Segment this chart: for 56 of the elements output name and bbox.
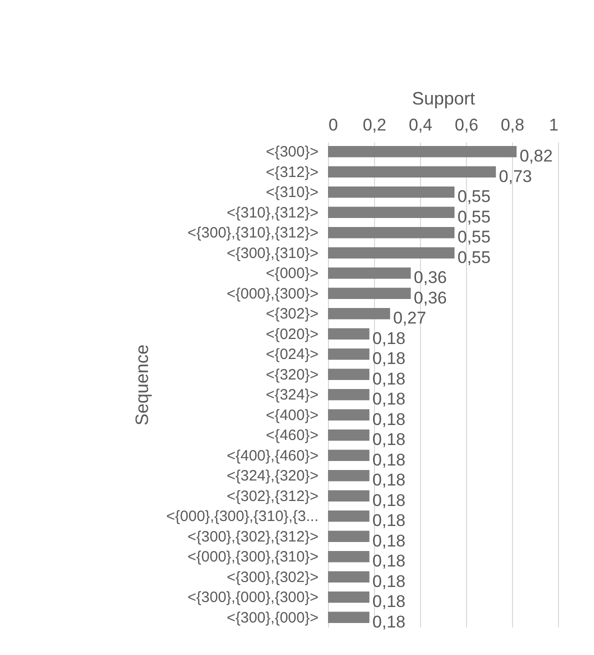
y-tick-label: <{000},{300},{310}> xyxy=(188,548,319,566)
data-label: 0,18 xyxy=(372,490,406,510)
y-tick-label: <{300},{310},{312}> xyxy=(188,224,319,242)
y-tick-label: <{310}> xyxy=(266,184,319,202)
y-tick-label: <{400},{460}> xyxy=(226,447,319,464)
y-tick-label: <{320}> xyxy=(266,366,319,384)
x-tick-label: 0,6 xyxy=(454,116,478,134)
y-tick-label: <{300}> xyxy=(266,144,319,161)
data-label: 0,55 xyxy=(458,228,491,247)
x-tick-label: 0,2 xyxy=(362,116,386,134)
y-tick-label: <{324}> xyxy=(266,386,319,404)
data-label: 0,18 xyxy=(372,349,406,368)
data-label: 0,73 xyxy=(498,166,532,186)
y-tick-label: <{400}> xyxy=(266,406,319,424)
y-tick-label: <{324},{320}> xyxy=(226,468,319,485)
data-label: 0,18 xyxy=(372,572,406,591)
y-tick-label: <{300},{302},{312}> xyxy=(188,528,319,546)
y-tick-label: <{460}> xyxy=(266,427,319,444)
data-label: 0,18 xyxy=(372,470,406,490)
y-axis-title: Sequence xyxy=(132,344,152,426)
data-label: 0,18 xyxy=(372,531,406,550)
y-tick-label: <{300},{000}> xyxy=(226,609,319,626)
x-tick-label: 0,8 xyxy=(500,116,524,134)
data-label: 0,18 xyxy=(372,511,406,530)
y-tick-label: <{000},{300}> xyxy=(226,285,319,302)
data-label: 0,18 xyxy=(372,450,406,470)
data-label: 0,18 xyxy=(372,328,406,348)
y-tick-label: <{000},{300},{310},{3... xyxy=(166,508,318,526)
y-tick-label: <{020}> xyxy=(266,326,319,343)
x-axis-title: Support xyxy=(412,88,476,108)
y-tick-label: <{024}> xyxy=(266,346,319,364)
x-tick-label: 1 xyxy=(549,116,558,134)
y-tick-label: <{300},{000},{300}> xyxy=(188,589,319,606)
data-label: 0,18 xyxy=(372,410,406,429)
data-label: 0,18 xyxy=(372,612,406,632)
y-tick-label: <{300},{310}> xyxy=(226,244,319,262)
data-label: 0,82 xyxy=(520,146,553,166)
data-label: 0,18 xyxy=(372,369,406,388)
x-tick-label: 0,4 xyxy=(408,116,432,134)
data-label: 0,18 xyxy=(372,390,406,409)
data-label: 0,55 xyxy=(458,207,491,226)
y-tick-label: <{302}> xyxy=(266,306,319,323)
data-label: 0,55 xyxy=(458,248,491,267)
y-tick-label: <{312}> xyxy=(266,164,319,181)
data-label: 0,18 xyxy=(372,552,406,571)
y-tick-label: <{302},{312}> xyxy=(226,488,319,505)
data-label: 0,36 xyxy=(414,268,447,288)
data-label: 0,18 xyxy=(372,592,406,612)
data-label: 0,36 xyxy=(414,288,447,308)
x-tick-label: 0 xyxy=(328,116,338,134)
data-label: 0,55 xyxy=(458,187,491,206)
data-label: 0,27 xyxy=(393,308,426,328)
y-tick-label: <{310},{312}> xyxy=(226,204,319,222)
y-tick-label: <{300},{302}> xyxy=(226,568,319,586)
y-tick-label: <{000}> xyxy=(266,265,319,282)
data-label: 0,18 xyxy=(372,430,406,450)
